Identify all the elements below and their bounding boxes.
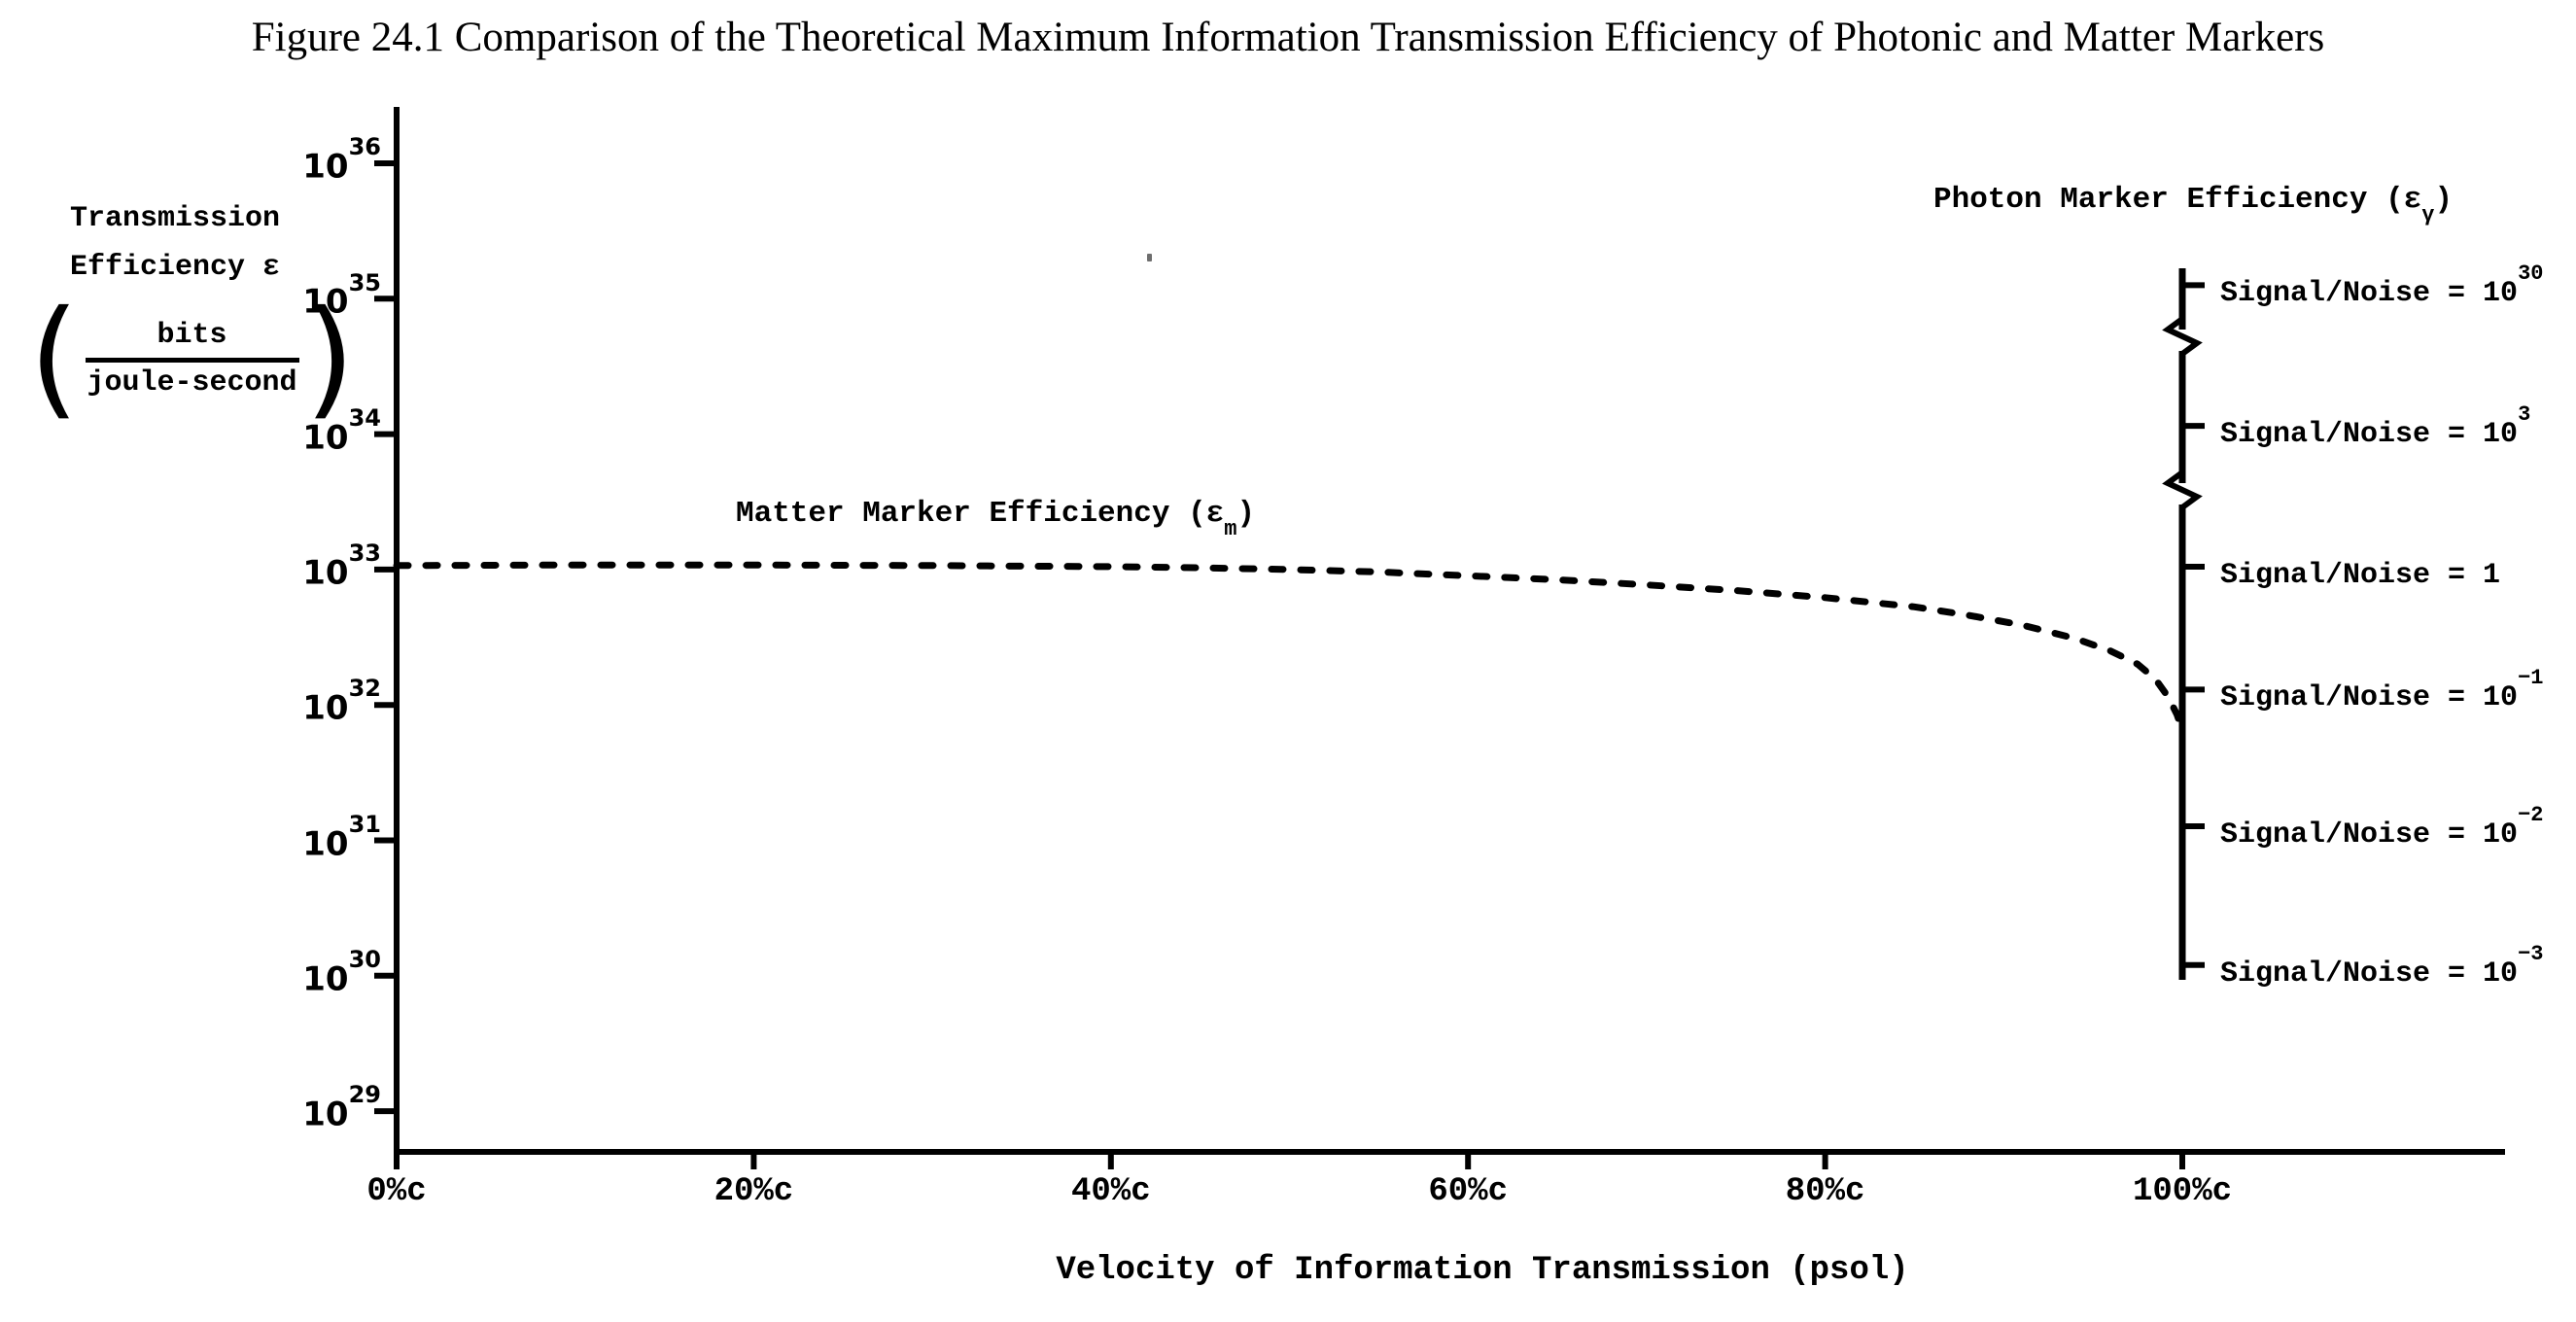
y-tick-label: 1031 [302,810,381,863]
y-tick-label: 1030 [302,946,381,999]
figure-title: Figure 24.1 Comparison of the Theoretica… [251,15,2325,60]
y-axis-unit-fraction: ( bits joule-second ) [29,283,356,433]
y-tick-label: 1032 [302,675,381,728]
unit-numerator: bits [85,317,299,363]
y-axis-label-line1: Transmission [70,202,281,235]
y-tick-label: 1029 [302,1081,381,1134]
x-tick-label: 20%c [714,1173,794,1210]
signal-noise-tick-label: Signal/Noise = 10−1 [2220,666,2544,715]
x-tick-label: 0%c [366,1173,427,1210]
open-paren: ( [29,283,80,433]
y-tick-label: 1036 [302,133,381,187]
signal-noise-tick-label: Signal/Noise = 1030 [2220,261,2544,311]
x-tick-label: 100%c [2132,1173,2233,1210]
y-axis-label-line2: Efficiency ε [70,251,281,284]
x-tick-label: 60%c [1428,1173,1508,1210]
signal-noise-tick-label: Signal/Noise = 103 [2220,402,2531,452]
signal-noise-tick-label: Signal/Noise = 10−2 [2220,803,2544,852]
x-tick-label: 80%c [1785,1173,1865,1210]
stray-mark [1147,254,1152,261]
photon-axis-title: Photon Marker Efficiency (εγ) [1933,183,2454,227]
y-tick-label: 1034 [302,403,381,457]
signal-noise-tick-label: Signal/Noise = 10−3 [2220,941,2544,991]
close-paren: ) [304,283,356,433]
y-axis-label: Transmission Efficiency ε [70,194,280,292]
x-axis-label: Velocity of Information Transmission (ps… [1056,1252,1909,1289]
unit-denominator: joule-second [87,365,297,400]
signal-noise-tick-label: Signal/Noise = 1 [2220,558,2501,592]
y-tick-label: 1033 [302,539,381,593]
matter-series-label: Matter Marker Efficiency (εm) [736,497,1256,541]
y-tick-label: 1035 [302,268,381,322]
x-tick-label: 40%c [1070,1173,1151,1210]
